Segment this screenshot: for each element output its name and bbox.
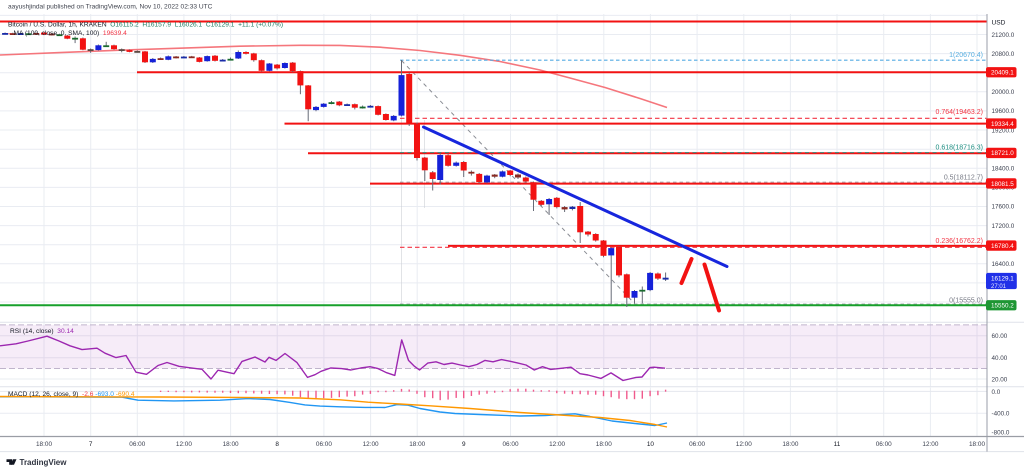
svg-text:18:00: 18:00	[36, 441, 52, 448]
svg-text:20.00: 20.00	[992, 376, 1008, 383]
svg-text:16400.0: 16400.0	[992, 261, 1015, 268]
svg-text:-800.0: -800.0	[992, 430, 1010, 437]
svg-text:19600.0: 19600.0	[992, 108, 1015, 115]
svg-text:18081.5: 18081.5	[991, 181, 1014, 188]
svg-text:21200.0: 21200.0	[992, 32, 1015, 39]
svg-text:1(20670.4): 1(20670.4)	[949, 52, 983, 59]
svg-text:12:00: 12:00	[176, 441, 192, 448]
svg-text:0.764(19463.2): 0.764(19463.2)	[936, 109, 983, 116]
svg-text:aayushjindal published on Trad: aayushjindal published on TradingView.co…	[8, 4, 213, 11]
svg-text:12:00: 12:00	[549, 441, 565, 448]
svg-text:-400.0: -400.0	[992, 411, 1010, 418]
svg-text:7: 7	[89, 441, 93, 448]
svg-text:8: 8	[275, 441, 279, 448]
svg-text:18:00: 18:00	[409, 441, 425, 448]
svg-text:0.5(18112.7): 0.5(18112.7)	[944, 175, 983, 182]
svg-text:18721.0: 18721.0	[991, 150, 1014, 157]
svg-text:18:00: 18:00	[596, 441, 612, 448]
svg-text:06:00: 06:00	[503, 441, 519, 448]
svg-text:16129.1: 16129.1	[991, 275, 1014, 282]
svg-text:15550.2: 15550.2	[991, 303, 1014, 310]
svg-text:06:00: 06:00	[876, 441, 892, 448]
svg-text:0(15555.0): 0(15555.0)	[949, 298, 983, 305]
svg-text:40.00: 40.00	[992, 355, 1008, 362]
svg-text:RSI (14, close) 30.14: RSI (14, close) 30.14	[10, 328, 74, 335]
svg-text:18400.0: 18400.0	[992, 166, 1015, 173]
svg-text:– MA (100, close, 0, SMA, 100): – MA (100, close, 0, SMA, 100) 19639.4	[8, 30, 127, 37]
svg-text:12:00: 12:00	[363, 441, 379, 448]
svg-text:MACD (12, 26, close, 9) -2.6: MACD (12, 26, close, 9) -2.6 -693.0 -690…	[8, 391, 135, 398]
svg-text:17600.0: 17600.0	[992, 204, 1015, 211]
svg-text:10: 10	[647, 441, 655, 448]
svg-text:06:00: 06:00	[129, 441, 145, 448]
svg-text:27:01: 27:01	[991, 284, 1007, 290]
svg-text:06:00: 06:00	[689, 441, 705, 448]
svg-text:11: 11	[834, 441, 841, 448]
svg-text:20800.0: 20800.0	[992, 51, 1015, 58]
svg-text:18:00: 18:00	[969, 441, 985, 448]
svg-text:12:00: 12:00	[922, 441, 938, 448]
svg-text:0.0: 0.0	[992, 389, 1001, 396]
svg-text:60.00: 60.00	[992, 333, 1008, 340]
svg-text:9: 9	[462, 441, 466, 448]
svg-text:16780.4: 16780.4	[991, 243, 1014, 250]
svg-text:20000.0: 20000.0	[992, 89, 1015, 96]
svg-text:19334.4: 19334.4	[991, 121, 1014, 128]
svg-text:Bitcoin / U.S. Dollar, 1h, KRA: Bitcoin / U.S. Dollar, 1h, KRAKEN O16115…	[8, 22, 283, 29]
svg-text:TradingView: TradingView	[20, 458, 68, 467]
svg-text:0.236(16762.2): 0.236(16762.2)	[936, 238, 983, 245]
svg-text:18:00: 18:00	[223, 441, 239, 448]
svg-text:17200.0: 17200.0	[992, 223, 1015, 230]
svg-text:12:00: 12:00	[736, 441, 752, 448]
svg-text:20409.1: 20409.1	[991, 70, 1014, 77]
svg-text:06:00: 06:00	[316, 441, 332, 448]
svg-text:19200.0: 19200.0	[992, 127, 1015, 134]
svg-text:0.618(18716.3): 0.618(18716.3)	[936, 145, 983, 152]
svg-text:USD: USD	[992, 19, 1006, 26]
svg-text:18:00: 18:00	[782, 441, 798, 448]
